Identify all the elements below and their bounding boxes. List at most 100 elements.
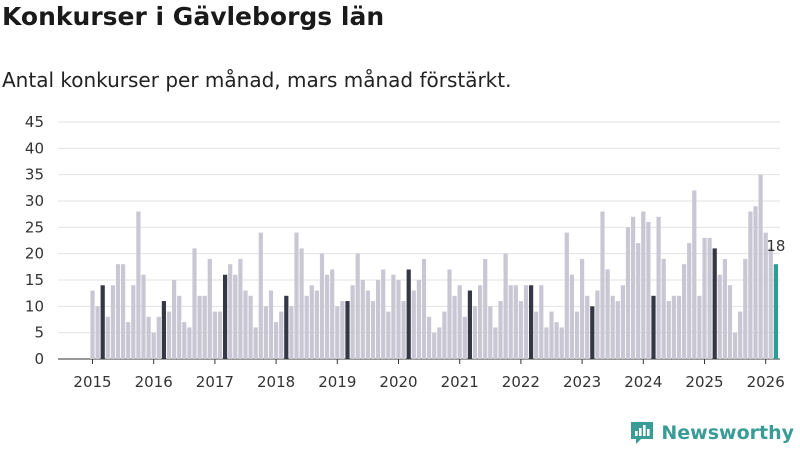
bar	[105, 316, 110, 359]
bar	[452, 295, 457, 359]
y-tick-label: 5	[34, 324, 44, 342]
bar	[172, 280, 177, 359]
bar	[223, 274, 228, 359]
bar	[330, 269, 335, 359]
bars	[90, 174, 778, 359]
bar	[182, 322, 187, 359]
bar	[748, 211, 753, 359]
y-tick-label: 10	[25, 297, 44, 315]
bar	[121, 264, 126, 359]
bar	[539, 285, 544, 359]
bar	[131, 285, 136, 359]
x-tick-label: 2019	[318, 373, 356, 391]
bar	[569, 274, 574, 359]
bar	[294, 232, 299, 359]
bar	[513, 285, 518, 359]
bar	[268, 290, 274, 359]
bar	[727, 285, 733, 359]
bar	[758, 174, 763, 359]
bar	[738, 311, 743, 359]
bar	[376, 280, 381, 359]
bar	[488, 306, 493, 359]
bar	[641, 211, 646, 359]
bar	[646, 222, 651, 359]
bar	[620, 285, 625, 359]
bar	[559, 327, 564, 359]
bar	[381, 269, 386, 359]
bar	[457, 285, 462, 359]
bar	[192, 248, 197, 359]
bar	[534, 311, 539, 359]
x-tick-label: 2018	[257, 373, 295, 391]
bar	[615, 301, 620, 359]
chart-subtitle: Antal konkurser per månad, mars månad fö…	[2, 68, 512, 92]
x-tick-label: 2016	[135, 373, 173, 391]
x-tick-label: 2025	[685, 373, 723, 391]
bar	[161, 301, 166, 359]
bar	[166, 311, 172, 359]
bar	[95, 306, 100, 359]
x-tick-label: 2021	[441, 373, 479, 391]
bar	[702, 237, 707, 359]
bar	[279, 311, 284, 359]
bar	[360, 280, 365, 359]
bar	[498, 301, 503, 359]
bar	[656, 216, 661, 359]
bar	[447, 269, 452, 359]
bar	[212, 311, 217, 359]
bar	[523, 285, 529, 359]
bar	[248, 295, 253, 359]
bar	[549, 311, 554, 359]
bar	[238, 258, 243, 359]
bar	[177, 295, 182, 359]
y-tick-label: 25	[25, 218, 44, 236]
bar	[472, 306, 478, 359]
bar	[564, 232, 569, 359]
bar	[427, 316, 432, 359]
bar	[585, 295, 590, 359]
x-tick-label: 2020	[379, 373, 417, 391]
bar	[299, 248, 304, 359]
x-tick-label: 2024	[624, 373, 662, 391]
bar	[146, 316, 151, 359]
bar	[141, 274, 146, 359]
bar	[508, 285, 513, 359]
bar	[421, 258, 427, 359]
bar	[610, 295, 615, 359]
bar	[314, 290, 319, 359]
y-tick-label: 30	[25, 192, 44, 210]
bar	[554, 322, 559, 359]
bar	[590, 306, 595, 359]
annotations: 18	[766, 237, 785, 255]
bar	[503, 253, 508, 359]
bar	[733, 332, 738, 359]
bar	[253, 327, 258, 359]
bar	[493, 327, 498, 359]
bar	[365, 290, 370, 359]
bar	[518, 301, 523, 359]
bar	[437, 327, 442, 359]
bar	[544, 327, 549, 359]
x-tick-label: 2026	[747, 373, 785, 391]
bar	[432, 332, 437, 359]
bar	[202, 295, 207, 359]
bar	[136, 211, 141, 359]
y-tick-label: 15	[25, 271, 44, 289]
newsworthy-brand: Newsworthy	[629, 420, 794, 446]
bar	[258, 232, 263, 359]
bar	[263, 306, 268, 359]
bar	[284, 295, 289, 359]
bar	[233, 274, 238, 359]
x-tick-label: 2015	[73, 373, 111, 391]
bar	[483, 258, 488, 359]
bar	[462, 316, 467, 359]
bar	[600, 211, 605, 359]
bar	[406, 269, 411, 359]
bar	[743, 258, 748, 359]
x-axis-ticks: 2015 2016 2017 2018 2019 2020 2021 2022 2023 2024…	[73, 359, 785, 391]
bar	[401, 301, 406, 359]
bar	[126, 322, 131, 359]
bar	[625, 227, 631, 359]
bar	[115, 264, 121, 359]
bar	[90, 290, 95, 359]
